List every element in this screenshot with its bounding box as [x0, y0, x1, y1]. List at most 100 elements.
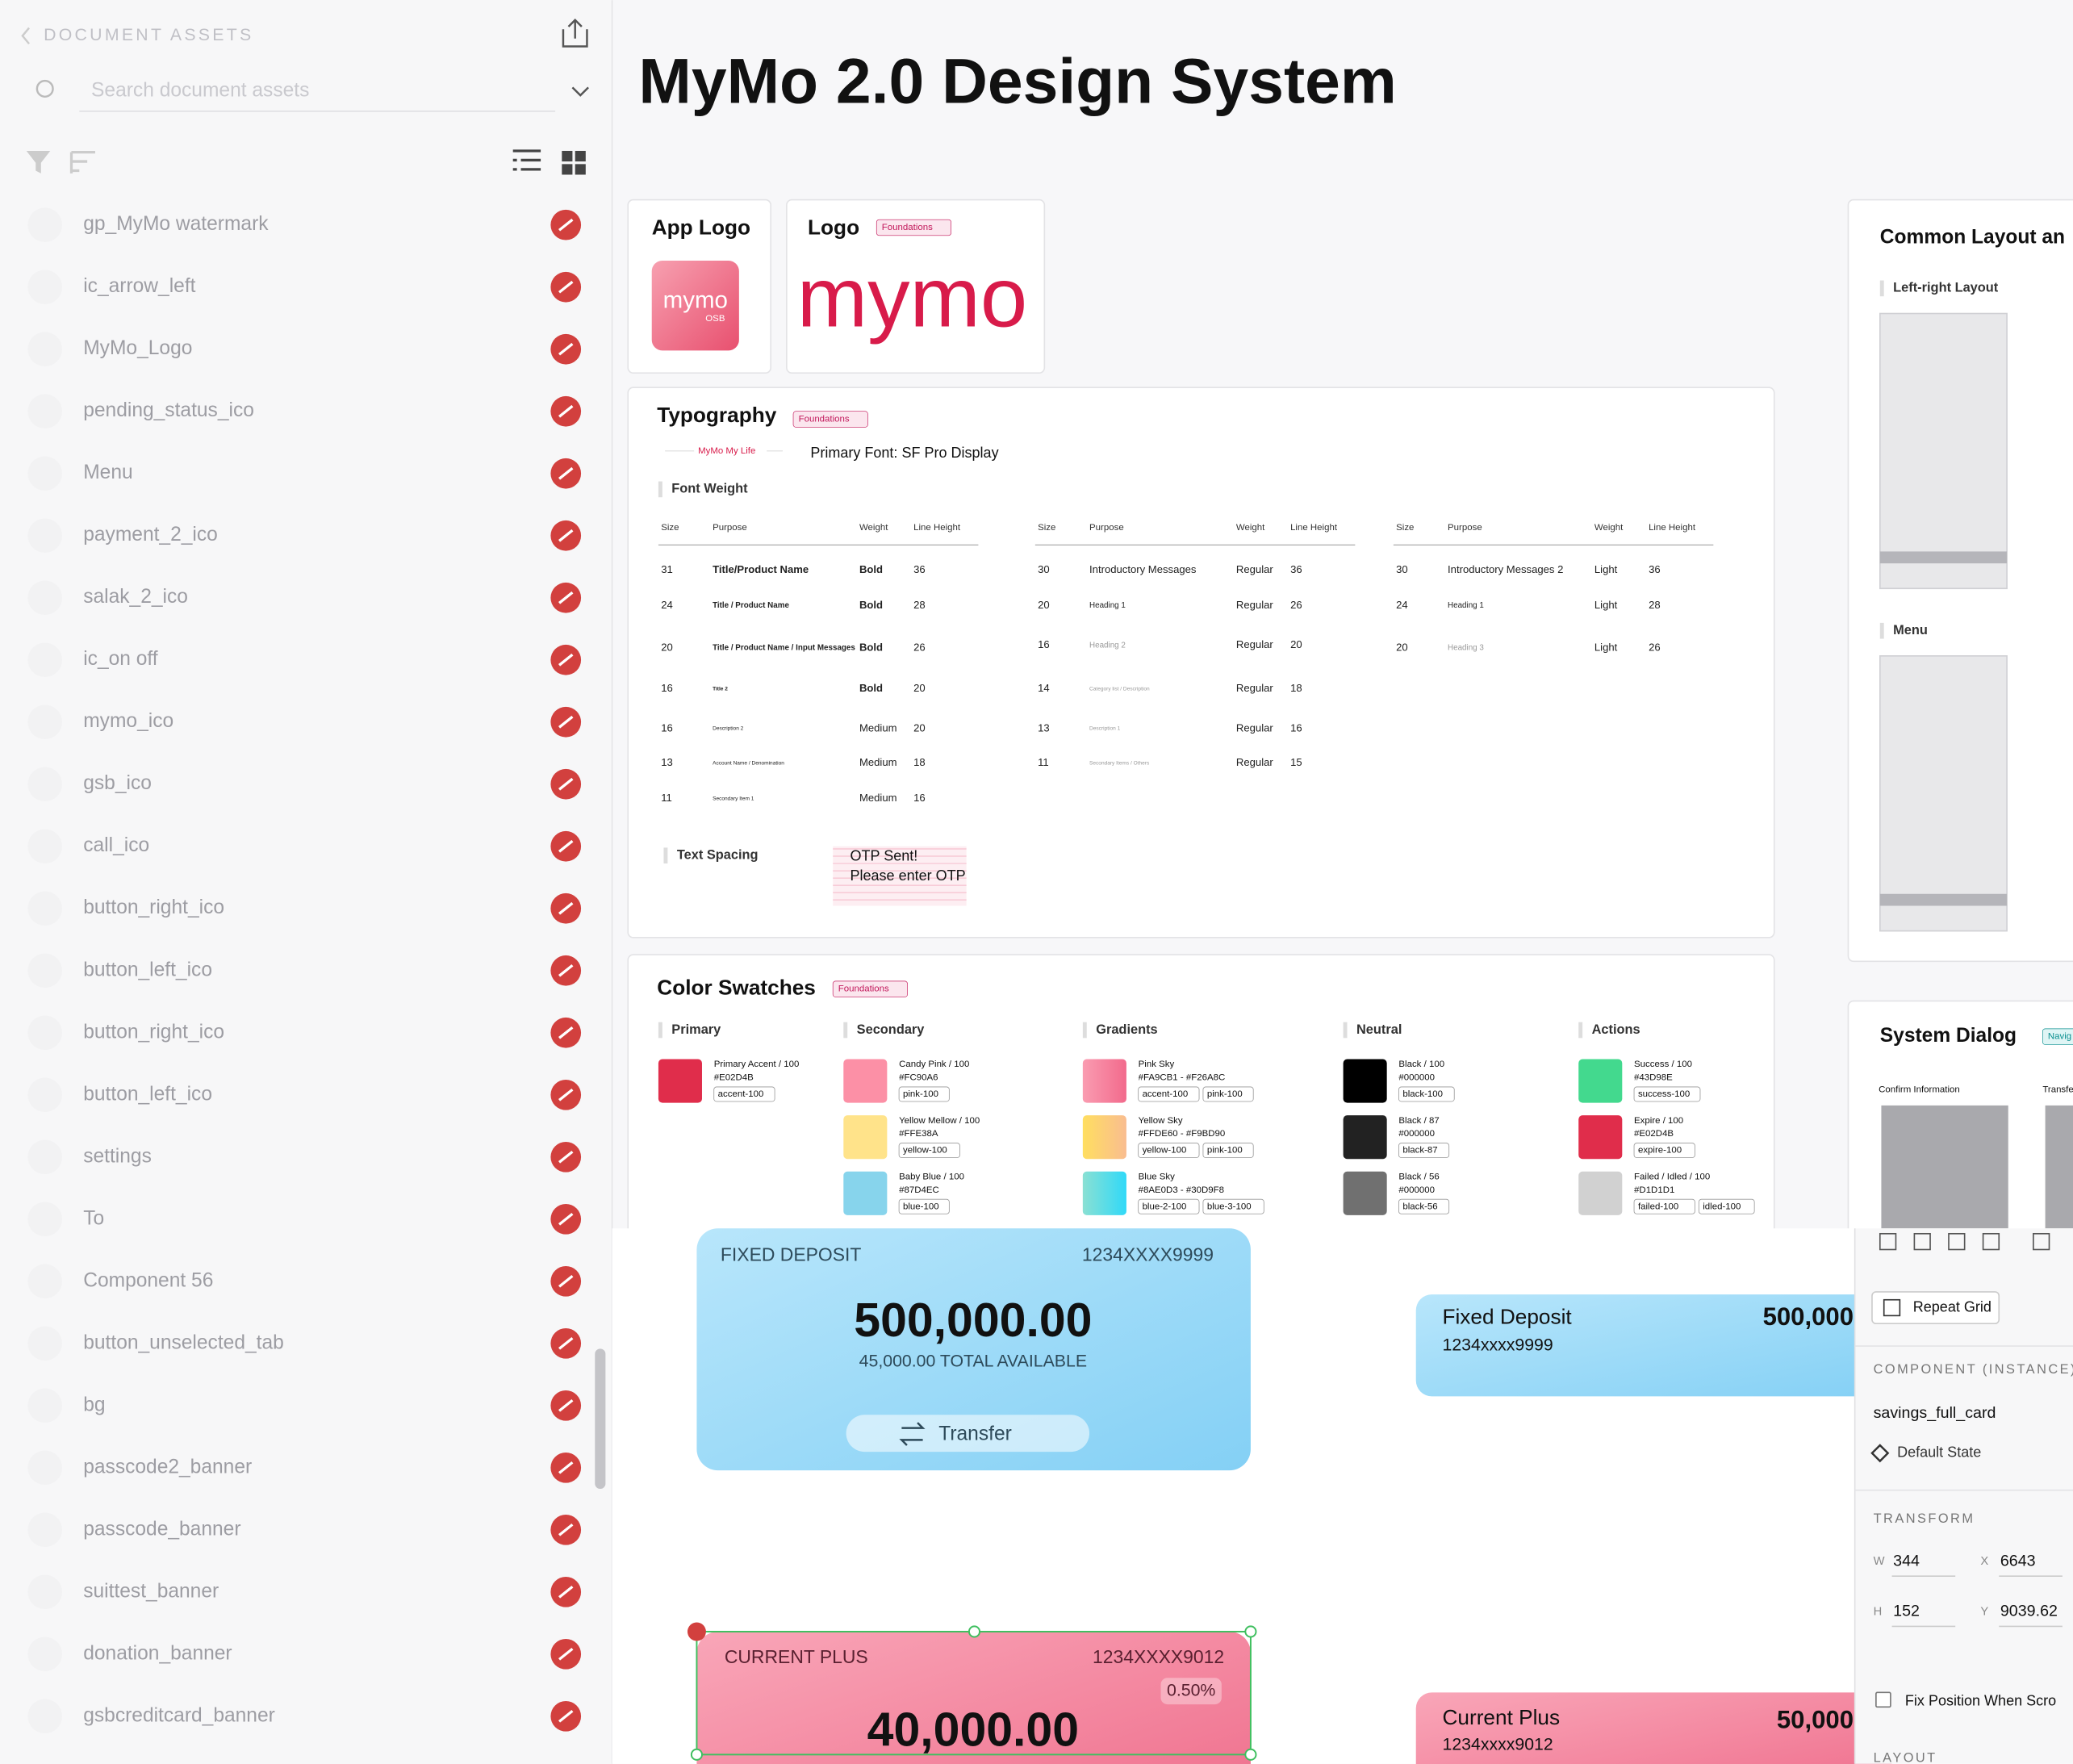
asset-name[interactable]: mymo_ico: [83, 710, 173, 732]
link-glyph: [558, 1212, 574, 1226]
link-glyph: [558, 653, 574, 667]
column-header: Size: [661, 523, 679, 533]
asset-name[interactable]: button_right_ico: [83, 897, 224, 918]
grid-view-icon[interactable]: [575, 150, 586, 162]
grid-view-icon[interactable]: [562, 150, 573, 162]
table-cell: 36: [1290, 563, 1302, 575]
asset-name[interactable]: gsb_ico: [83, 772, 152, 794]
card-amount: 500,000.00: [854, 1294, 1092, 1347]
field-value[interactable]: 152: [1893, 1603, 1920, 1620]
swatch-name: Black / 56: [1398, 1172, 1439, 1181]
asset-name[interactable]: button_left_ico: [83, 959, 212, 980]
asset-name[interactable]: passcode_banner: [83, 1518, 240, 1540]
dropdown-icon[interactable]: [571, 86, 589, 97]
table-cell: Introductory Messages: [1089, 563, 1197, 575]
asset-name[interactable]: suittest_banner: [83, 1580, 219, 1602]
component-name[interactable]: savings_full_card: [1874, 1404, 1996, 1422]
selection-handle: [1244, 1748, 1257, 1761]
token-text: pink-100: [1207, 1146, 1243, 1156]
swatch-name: Success / 100: [1634, 1060, 1692, 1069]
align-icon[interactable]: [1982, 1232, 2000, 1251]
section-bar: [658, 1022, 662, 1039]
tag: [876, 219, 951, 236]
checkbox[interactable]: [1875, 1691, 1891, 1708]
asset-name[interactable]: ic_arrow_left: [83, 275, 195, 297]
asset-name[interactable]: salak_2_ico: [83, 586, 188, 608]
field-value[interactable]: 9039.62: [2000, 1603, 2058, 1620]
repeat-grid-button[interactable]: [1871, 1291, 2000, 1325]
table-cell: 36: [913, 563, 926, 575]
card-account: 1234XXXX9999: [1082, 1244, 1214, 1265]
section-title: Font Weight: [671, 482, 748, 496]
align-icon[interactable]: [2033, 1232, 2050, 1251]
card-account: 1234xxxx9999: [1442, 1336, 1553, 1355]
field-value[interactable]: 344: [1893, 1552, 1920, 1570]
asset-name[interactable]: Component 56: [83, 1269, 213, 1291]
field-value[interactable]: 6643: [2000, 1552, 2036, 1570]
asset-name[interactable]: pending_status_ico: [83, 399, 254, 421]
asset-thumb: [27, 953, 63, 989]
asset-name[interactable]: button_right_ico: [83, 1021, 224, 1043]
asset-name[interactable]: To: [83, 1207, 104, 1229]
asset-name[interactable]: settings: [83, 1145, 152, 1167]
swatch-hex: #43D98E: [1634, 1073, 1673, 1083]
search-icon: [36, 79, 54, 98]
link-glyph: [558, 1274, 574, 1288]
swatch-hex: #FFDE60 - #F9BD90: [1139, 1129, 1226, 1139]
state-label[interactable]: Default State: [1897, 1444, 1981, 1461]
asset-name[interactable]: Menu: [83, 462, 132, 483]
transfer-label[interactable]: Transfer: [938, 1423, 1012, 1444]
asset-name[interactable]: button_unselected_tab: [83, 1331, 284, 1353]
account-card: [696, 1228, 1251, 1471]
asset-thumb: [27, 1326, 63, 1361]
asset-name[interactable]: button_left_ico: [83, 1083, 212, 1105]
share-icon[interactable]: [562, 19, 588, 48]
asset-thumb: [27, 207, 63, 243]
align-icon[interactable]: [1948, 1232, 1966, 1251]
section-title: Neutral: [1356, 1022, 1402, 1037]
token-text: failed-100: [1638, 1202, 1678, 1211]
asset-name[interactable]: passcode2_banner: [83, 1456, 252, 1478]
table-cell: Heading 3: [1448, 644, 1484, 653]
token: [898, 1198, 950, 1214]
app-icon: [651, 260, 739, 351]
asset-name[interactable]: bg: [83, 1394, 105, 1415]
repeat-grid-label[interactable]: Repeat Grid: [1913, 1298, 1992, 1315]
section-title: Secondary: [857, 1022, 926, 1037]
token: [1202, 1086, 1254, 1102]
align-icon[interactable]: [1913, 1232, 1931, 1251]
card-amount: 40,000.00: [867, 1704, 1079, 1757]
search-input[interactable]: Search document assets: [91, 80, 309, 102]
grid-view-icon[interactable]: [562, 164, 573, 175]
asset-name[interactable]: gp_MyMo watermark: [83, 213, 269, 235]
sort-icon[interactable]: [69, 150, 95, 173]
filter-icon[interactable]: [26, 150, 51, 173]
asset-name[interactable]: MyMo_Logo: [83, 337, 192, 359]
table-cell: 11: [661, 792, 672, 804]
app-icon-wordmark: mymo: [663, 287, 728, 314]
swatch: [1343, 1059, 1387, 1103]
asset-thumb: [27, 332, 63, 367]
asset-name[interactable]: call_ico: [83, 834, 149, 856]
table-cell: Title / Product Name: [713, 601, 789, 610]
asset-name[interactable]: gsbcreditcard_banner: [83, 1704, 275, 1726]
dialog-label: Confirm Information: [1879, 1085, 1960, 1094]
table-cell: Bold: [859, 599, 883, 611]
section-title: Primary: [671, 1022, 721, 1037]
swatch: [1578, 1059, 1623, 1103]
swatch-name: Pink Sky: [1139, 1060, 1175, 1069]
asset-name[interactable]: payment_2_ico: [83, 524, 218, 546]
list-view-icon[interactable]: [512, 149, 541, 171]
asset-name[interactable]: ic_on off: [83, 648, 158, 670]
swatch-name: Black / 87: [1398, 1116, 1439, 1126]
asset-thumb: [27, 1388, 63, 1423]
asset-name[interactable]: donation_banner: [83, 1642, 232, 1664]
section-heading: TRANSFORM: [1874, 1511, 1975, 1526]
table-cell: Bold: [859, 563, 883, 575]
transfer-button[interactable]: [846, 1415, 1090, 1453]
table-cell: 31: [661, 563, 673, 575]
align-icon[interactable]: [1879, 1232, 1897, 1251]
grid-view-icon[interactable]: [575, 164, 586, 175]
